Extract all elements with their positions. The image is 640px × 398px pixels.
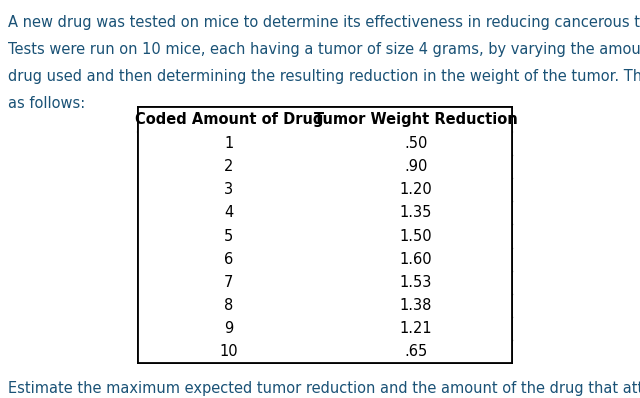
Text: .65: .65 [404, 344, 428, 359]
Text: 8: 8 [224, 298, 234, 313]
Text: 2: 2 [224, 159, 234, 174]
Text: 1.53: 1.53 [400, 275, 432, 290]
Text: 10: 10 [220, 344, 238, 359]
Text: Estimate the maximum expected tumor reduction and the amount of the drug that at: Estimate the maximum expected tumor redu… [8, 381, 640, 396]
Text: 6: 6 [224, 252, 234, 267]
Text: 1.50: 1.50 [400, 228, 432, 244]
Text: 7: 7 [224, 275, 234, 290]
Text: 1.21: 1.21 [400, 321, 432, 336]
Text: 1: 1 [224, 136, 234, 151]
Text: 5: 5 [224, 228, 234, 244]
Text: Coded Amount of Drug: Coded Amount of Drug [134, 112, 323, 127]
Text: 4: 4 [224, 205, 234, 220]
Text: A new drug was tested on mice to determine its effectiveness in reducing cancero: A new drug was tested on mice to determi… [8, 15, 640, 30]
Text: 1.38: 1.38 [400, 298, 432, 313]
Text: Tests were run on 10 mice, each having a tumor of size 4 grams, by varying the a: Tests were run on 10 mice, each having a… [8, 42, 640, 57]
Text: 9: 9 [224, 321, 234, 336]
Text: .50: .50 [404, 136, 428, 151]
Text: as follows:: as follows: [8, 96, 86, 111]
Text: 1.20: 1.20 [399, 182, 433, 197]
Text: .90: .90 [404, 159, 428, 174]
Text: Tumor Weight Reduction: Tumor Weight Reduction [314, 112, 518, 127]
Text: 3: 3 [224, 182, 234, 197]
Text: 1.35: 1.35 [400, 205, 432, 220]
Text: drug used and then determining the resulting reduction in the weight of the tumo: drug used and then determining the resul… [8, 69, 640, 84]
Text: 1.60: 1.60 [400, 252, 432, 267]
